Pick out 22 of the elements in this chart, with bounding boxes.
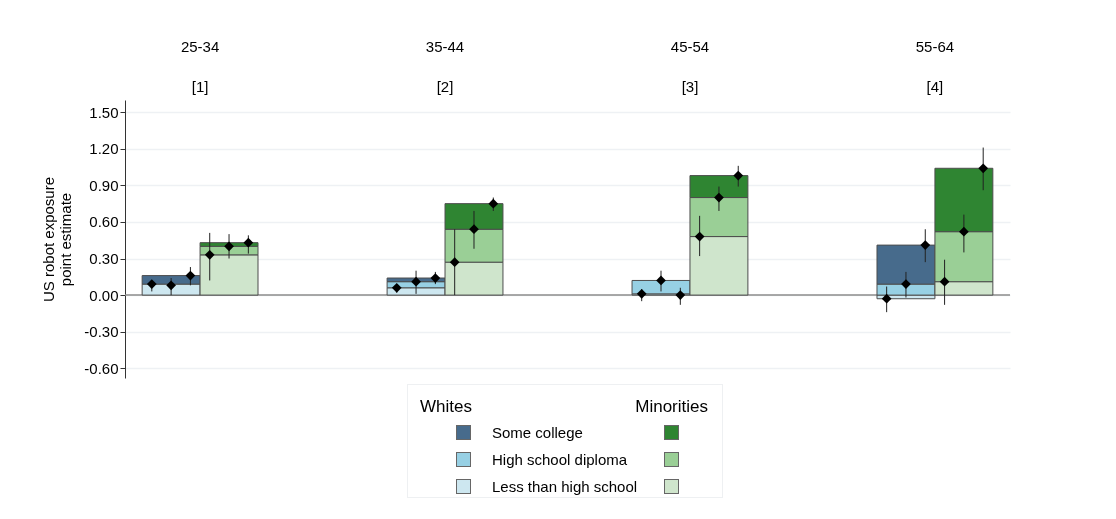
y-tick-label: 0.60 [89,213,119,231]
legend-label: Some college [492,424,583,441]
text: [2] [436,78,454,95]
text: [4] [926,78,944,95]
legend-label: High school diploma [492,451,628,468]
y-tick-label: -0.30 [84,323,119,341]
text: Minorities [635,397,708,417]
y-tick-label: 0.00 [89,286,119,304]
x-tick-label: 45-54 [670,37,710,55]
legend-label: Less than high school [492,478,638,495]
y-tick-label: 1.20 [89,140,119,158]
text: [1] [191,78,209,95]
text: Whites [420,397,472,417]
text: [3] [681,78,699,95]
x-tick-label: 55-64 [915,37,955,55]
y-tick-label: 1.50 [89,103,119,121]
y-tick-label: 0.90 [89,176,119,194]
x-tick-label: 25-34 [180,37,220,55]
y-tick-label: 0.30 [89,250,119,268]
y-tick-label: -0.60 [84,359,119,377]
y-axis-title: US robot exposure point estimate [40,176,75,303]
x-tick-label: 35-44 [425,37,465,55]
